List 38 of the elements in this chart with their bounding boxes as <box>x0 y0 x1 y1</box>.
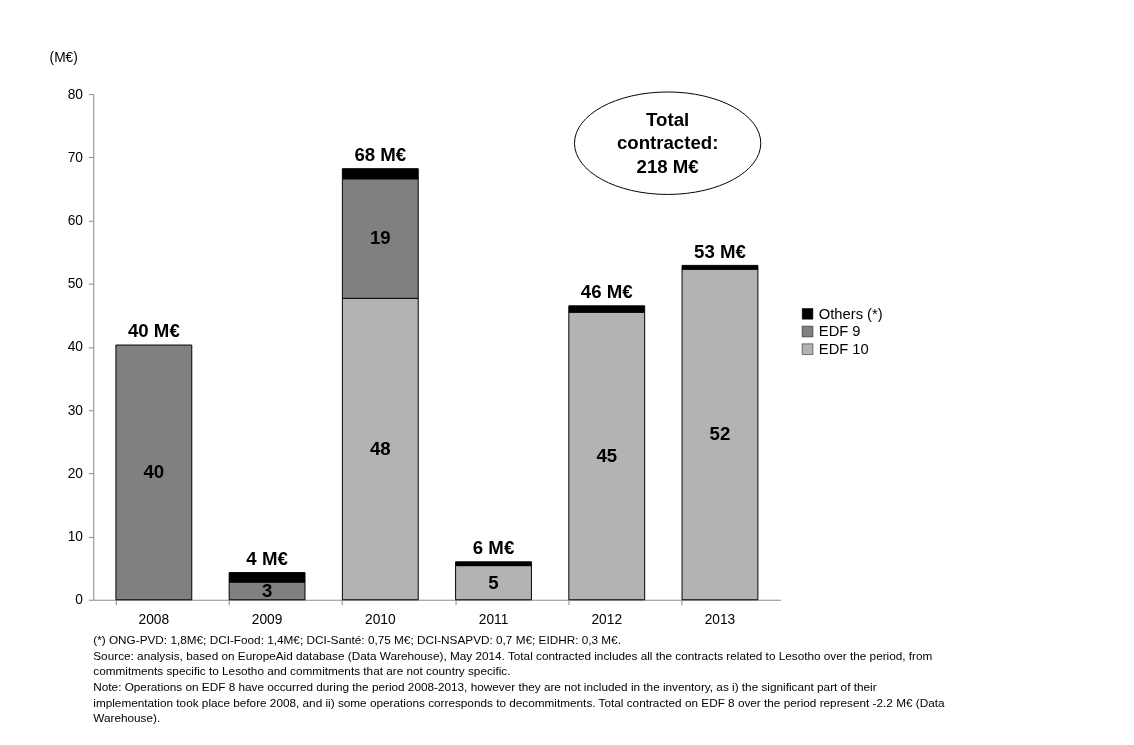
data-label: 48 <box>369 437 391 459</box>
total-label: 68 M€ <box>354 143 407 165</box>
x-tick-label: 2011 <box>478 611 509 627</box>
y-tick-label: 50 <box>67 276 84 292</box>
y-tick-label: 20 <box>67 465 84 481</box>
bar <box>455 565 532 601</box>
x-tick-label: 2013 <box>704 611 736 627</box>
total-label: 53 M€ <box>694 240 747 262</box>
data-label: 3 <box>261 579 273 601</box>
y-tick-label: 0 <box>75 592 84 608</box>
text: (*) ONG-PVD: 1,8M€; DCI-Food: 1,4M€; DCI-Santé: 0,75 M€; DCI-NSAPVD: 0,7 M€; EIDHR: 0,3 M€. <box>93 632 621 646</box>
y-tick-label: 10 <box>67 528 84 544</box>
total-label: 46 M€ <box>580 281 634 302</box>
annotation: Total contracted: 218 M€ <box>616 108 719 177</box>
y-tick-label: 80 <box>67 86 84 102</box>
text: Note: Operations on EDF 8 have occurred during the period 2008-2013, however they are not included in the inventory, as i) the significant part of their implementation took place before 2008, and ii) some operations corresponds to decommitments. Total contracted on EDF 8 over the period represent -2.2 M€ (Data Warehouse). <box>93 680 946 725</box>
source-note: Source: analysis, based on EuropeAid database (Data Warehouse), May 2014. Total contracted includes all the contracts related to Lesotho over the period, from commitments specific to Lesotho and commitments that are not country specific. <box>93 648 933 678</box>
x-tick-label: 2010 <box>365 611 396 627</box>
legend-label: EDF 10 <box>818 341 869 358</box>
data-label: 5 <box>488 571 499 593</box>
x-tick-label: 2009 <box>251 611 283 627</box>
legend-label: EDF 9 <box>818 323 861 340</box>
y-axis-title: (M€) <box>49 50 78 66</box>
total-label: 40 M€ <box>127 320 181 342</box>
total-label: 4 M€ <box>246 547 289 569</box>
y-tick-label: 30 <box>67 402 84 418</box>
total-label: 6 M€ <box>472 536 515 558</box>
bar <box>681 268 759 601</box>
x-tick-label: 2012 <box>591 611 623 627</box>
legend-label: Others (*) <box>818 305 883 322</box>
y-tick-label: 70 <box>67 149 84 165</box>
data-label: 40 <box>143 461 165 483</box>
data-label: 45 <box>596 444 618 466</box>
y-tick-label: 40 <box>67 339 84 355</box>
data-label: 52 <box>709 423 731 445</box>
y-tick-label: 60 <box>67 212 84 228</box>
x-tick-label: 2008 <box>138 611 170 627</box>
data-label: 19 <box>369 227 391 249</box>
